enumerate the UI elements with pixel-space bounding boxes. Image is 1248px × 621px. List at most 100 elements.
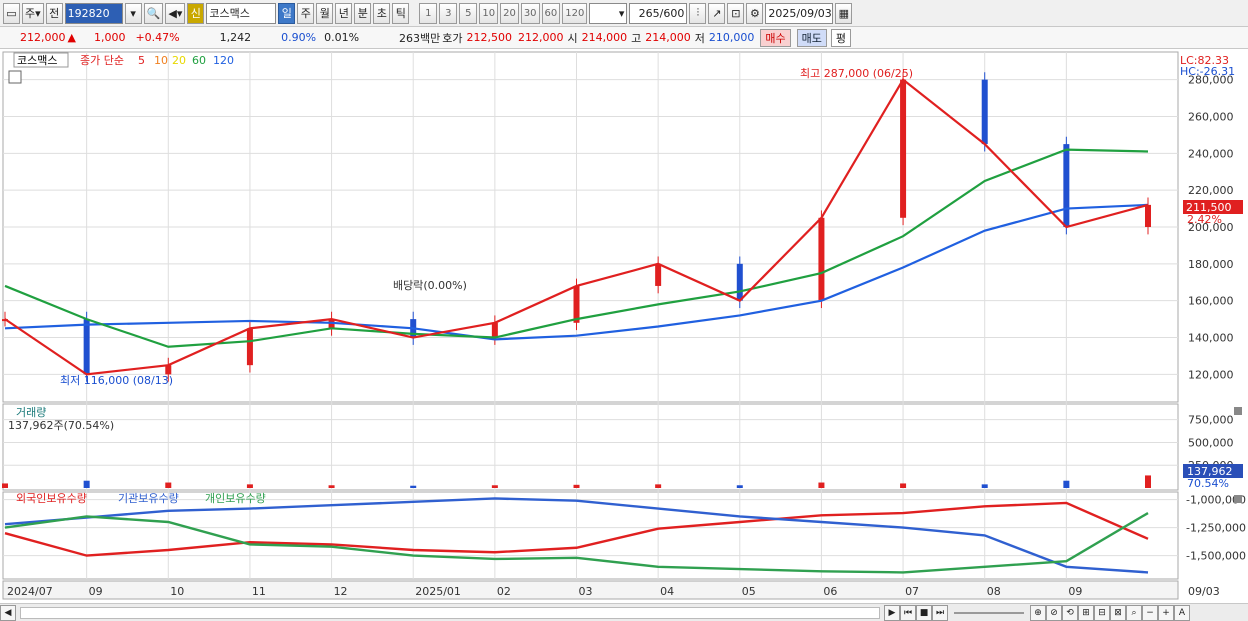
legend-main: 종가 단순 [80,54,124,67]
moving-average-lines [4,77,1149,376]
stop-icon[interactable]: ■ [916,604,932,621]
speaker-icon[interactable]: ◀▾ [165,2,186,24]
tool-icon-4[interactable]: ⊞ [1078,604,1094,621]
scroll-left-icon[interactable]: ◀ [0,604,16,621]
num-10[interactable]: 10 [479,2,499,24]
gear-icon[interactable]: ⚙ [746,2,764,24]
last-price-tag [1183,200,1243,214]
table-icon[interactable] [8,70,22,84]
buy-button[interactable]: 매수 [760,28,791,47]
volume-bar [246,484,253,488]
extra-select[interactable]: ▾ [589,2,628,24]
volume-bars [2,475,1151,488]
flat-button[interactable]: 평 [830,28,852,47]
tool-icon-3[interactable]: ⟲ [1062,604,1078,621]
num-120[interactable]: 120 [562,2,588,24]
up-arrow-icon: ▲ [67,31,76,44]
legend-ma20: 20 [172,54,186,67]
stock-code-input[interactable]: 192820 [64,2,123,24]
volume-pane[interactable] [2,403,1179,491]
volume-bar [165,482,172,488]
period-type-select[interactable]: 주 ▾ [22,2,44,24]
name-badge-box[interactable] [13,52,69,68]
legend-ma5: 5 [138,54,145,67]
last-volume-pct: 70.54% [1187,477,1229,490]
price-y-tick: 140,000 [1188,332,1234,345]
tool-icon-1[interactable]: ⊕ [1030,604,1046,621]
turnover-rate: 0.01% [324,31,360,44]
calendar-icon[interactable]: ▦ [835,2,853,24]
x-axis: 2024/07 09 10 11 12 2025/01 02 03 04 05 06 07 08 09 09… [2,580,1220,600]
zoom-slider[interactable] [954,611,1024,614]
price-change-pct: +0.47% [135,31,180,44]
legend-foreign: 외국인보유수량 [16,492,87,505]
window-icon[interactable]: ▭ [3,2,20,24]
market-badge: 신 [187,2,205,24]
x-axis-tick: 09 [89,585,103,598]
volume-bar [1063,480,1070,488]
quote-bar: 212,000 ▲ 1,000 +0.47% 1,242 0.90% 0.01%… [0,27,1248,49]
interval-tick[interactable]: 틱 [392,2,410,24]
draw-tool-icon[interactable]: ↗ [708,2,726,24]
zoom-in-icon[interactable]: + [1158,604,1174,621]
candle-body [655,263,662,286]
ma60-line [4,148,1149,348]
volume-bar [83,480,90,488]
interval-minute[interactable]: 분 [354,2,372,24]
date-field[interactable]: 2025/09/03 [765,2,834,24]
price-y-tick: 180,000 [1188,258,1234,271]
last-price: 211,500 [1186,201,1232,214]
zoom-search-icon[interactable]: ⌕ [1126,604,1142,621]
scroll-right-icon[interactable]: ▶ [884,604,900,621]
tool-icon-6[interactable]: ⊠ [1110,604,1126,621]
sell-button[interactable]: 매도 [796,28,827,47]
font-size-icon[interactable]: A [1174,604,1190,621]
x-axis-tick: 12 [334,585,348,598]
close-holding-pane-icon[interactable] [1234,495,1242,503]
interval-day[interactable]: 일 [278,2,296,24]
x-axis-tick: 2024/07 [7,585,53,598]
volume-value: 137,962주(70.54%) [8,419,114,432]
interval-year[interactable]: 년 [335,2,353,24]
x-axis-tick: 2025/01 [415,585,461,598]
close-volume-pane-icon[interactable] [1234,407,1242,415]
num-3[interactable]: 3 [439,2,458,24]
interval-week[interactable]: 주 [297,2,315,24]
count-field[interactable]: 265/600 [629,2,688,24]
legend-ma60: 60 [192,54,206,67]
x-axis-tick: 02 [497,585,511,598]
annotation-low: 최저 116,000 (08/13) [60,374,173,387]
count-total: /600 [659,6,685,20]
volume-bar [410,485,417,488]
num-60[interactable]: 60 [541,2,561,24]
search-icon[interactable]: 🔍 [143,2,164,24]
dropdown-icon[interactable]: ▾ [124,2,142,24]
num-20[interactable]: 20 [500,2,519,24]
scroll-track[interactable] [20,606,880,619]
prev-button[interactable]: 전 [45,2,63,24]
volume-bar [900,483,907,488]
zoom-out-icon[interactable]: − [1142,604,1158,621]
x-axis-bar [2,580,1179,600]
high-label: 고 [631,31,642,45]
first-icon[interactable]: ⏮ [900,604,916,621]
close-line [4,77,1149,376]
last-icon[interactable]: ⏭ [932,604,948,621]
interval-month[interactable]: 월 [316,2,334,24]
chart-area[interactable]: 280,000 260,000 240,000 220,000 200,000 180,0… [0,50,1248,603]
candle-body [573,285,580,323]
candle-settings-icon[interactable]: ⫶ [689,2,707,24]
open-price: 214,000 [581,31,628,44]
num-5[interactable]: 5 [459,2,478,24]
num-30[interactable]: 30 [520,2,540,24]
num-1[interactable]: 1 [419,2,438,24]
stock-name-field[interactable]: 코스맥스 [206,2,277,24]
legend-ma10: 10 [154,54,168,67]
interval-second[interactable]: 초 [373,2,391,24]
bottom-scrollbar[interactable]: ◀ ▶ ⏮ ■ ⏭ ⊕ ⊘ ⟲ ⊞ ⊟ ⊠ ⌕ − + A [0,603,1248,621]
tool-icon-5[interactable]: ⊟ [1094,604,1110,621]
volume-bar [981,484,988,488]
legend-individual: 개인보유수량 [205,492,266,505]
fullscreen-icon[interactable]: ⊡ [727,2,745,24]
tool-icon-2[interactable]: ⊘ [1046,604,1062,621]
